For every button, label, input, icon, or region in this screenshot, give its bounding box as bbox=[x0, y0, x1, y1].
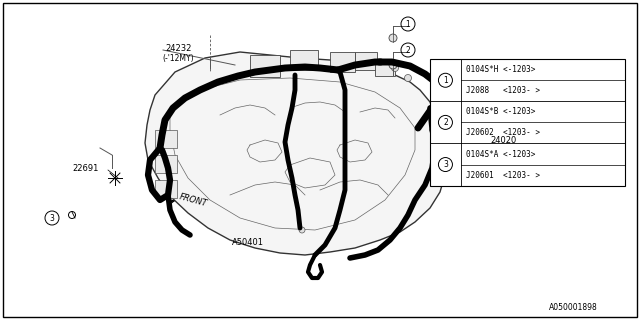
Bar bbox=[155, 155, 177, 173]
Text: 1: 1 bbox=[443, 76, 448, 85]
Text: FRONT: FRONT bbox=[178, 192, 208, 208]
Bar bbox=[250, 55, 280, 77]
Text: 22691: 22691 bbox=[72, 164, 99, 172]
Bar bbox=[430, 59, 625, 186]
Text: (-'12MY): (-'12MY) bbox=[162, 53, 194, 62]
Text: 3: 3 bbox=[443, 160, 448, 169]
Circle shape bbox=[404, 75, 412, 82]
Bar bbox=[355, 52, 377, 70]
Circle shape bbox=[389, 34, 397, 42]
Circle shape bbox=[392, 65, 399, 71]
Circle shape bbox=[376, 59, 383, 66]
Circle shape bbox=[389, 61, 397, 69]
PathPatch shape bbox=[145, 52, 445, 255]
Text: 0104S*A <-1203>: 0104S*A <-1203> bbox=[466, 149, 535, 158]
Text: 2: 2 bbox=[406, 45, 410, 54]
Text: 24232: 24232 bbox=[165, 44, 191, 52]
Text: 3: 3 bbox=[49, 213, 54, 222]
Bar bbox=[155, 130, 177, 148]
Text: 0104S*H <-1203>: 0104S*H <-1203> bbox=[466, 65, 535, 74]
Bar bbox=[330, 52, 355, 72]
Text: 24020: 24020 bbox=[490, 135, 516, 145]
FancyBboxPatch shape bbox=[439, 79, 479, 126]
Text: J2088   <1203- >: J2088 <1203- > bbox=[466, 86, 540, 95]
Text: 1: 1 bbox=[406, 20, 410, 28]
Text: J20601  <1203- >: J20601 <1203- > bbox=[466, 171, 540, 180]
Circle shape bbox=[299, 227, 305, 233]
Bar bbox=[155, 180, 177, 198]
Text: A050001898: A050001898 bbox=[548, 303, 597, 313]
Text: J20602  <1203- >: J20602 <1203- > bbox=[466, 128, 540, 137]
Text: A50401: A50401 bbox=[232, 237, 264, 246]
Bar bbox=[290, 50, 318, 70]
Text: 2: 2 bbox=[443, 118, 448, 127]
Text: 0104S*B <-1203>: 0104S*B <-1203> bbox=[466, 108, 535, 116]
Bar bbox=[375, 60, 395, 76]
